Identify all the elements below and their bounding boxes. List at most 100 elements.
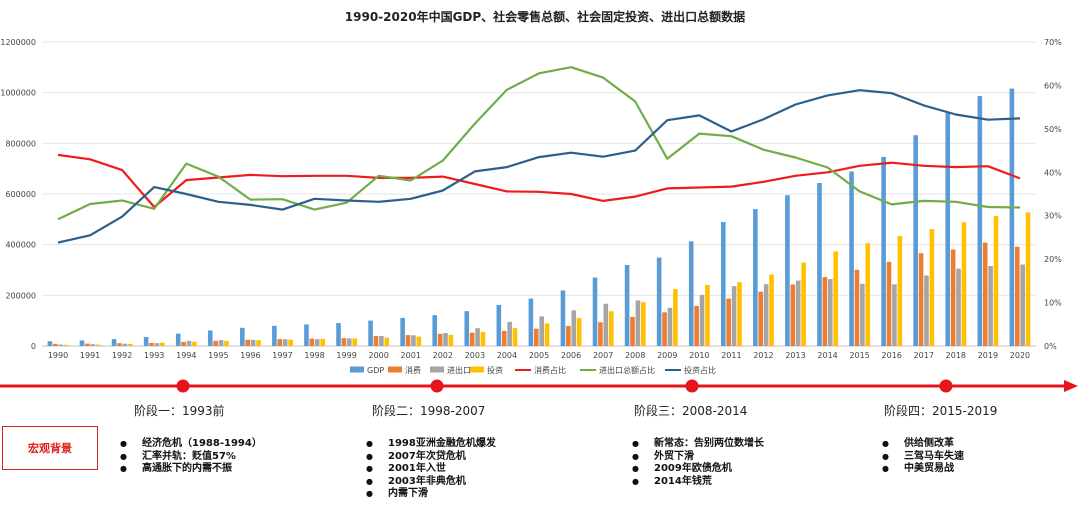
bar: [993, 215, 999, 346]
list-item: 供给侧改革: [882, 438, 964, 451]
bar: [347, 338, 352, 346]
right-tick-label: 70%: [1044, 38, 1062, 47]
list-item: 经济危机（1988-1994）: [120, 438, 262, 451]
right-tick-label: 20%: [1044, 255, 1062, 264]
bar: [860, 283, 865, 346]
x-tick-label: 1994: [176, 351, 196, 360]
left-tick-label: 200000: [5, 291, 36, 300]
bar: [699, 294, 705, 346]
bar: [673, 289, 678, 346]
list-item: 外贸下滑: [632, 451, 764, 464]
bar: [726, 298, 731, 346]
bar: [79, 340, 85, 346]
phase-3-label: 阶段三：2008-2014: [634, 404, 748, 418]
bar: [304, 324, 309, 346]
list-item: 汇率并轨：贬值57%: [120, 451, 262, 464]
x-tick-label: 2019: [978, 351, 998, 360]
bar: [603, 303, 609, 346]
bar: [769, 274, 774, 346]
bar: [272, 325, 277, 346]
bar: [411, 335, 416, 346]
bar: [924, 275, 929, 346]
bar: [977, 96, 983, 346]
x-tick-label: 2020: [1010, 351, 1030, 360]
x-tick-label: 2018: [946, 351, 966, 360]
x-tick-label: 2004: [497, 351, 517, 360]
bar: [47, 341, 53, 346]
bar: [720, 222, 726, 346]
list-item: 1998亚洲金融危机爆发: [366, 438, 496, 451]
bar: [475, 328, 480, 346]
bar: [849, 171, 854, 346]
right-tick-label: 10%: [1044, 299, 1062, 308]
bar: [256, 340, 261, 346]
list-item: 三驾马车失速: [882, 451, 964, 464]
x-tick-label: 1990: [48, 351, 68, 360]
bar: [667, 307, 673, 346]
list-item: 中美贸易战: [882, 463, 964, 476]
left-tick-label: 800000: [5, 139, 36, 148]
bar: [918, 253, 924, 346]
bar: [731, 286, 737, 346]
bar: [250, 339, 256, 346]
bar: [501, 330, 507, 346]
bar: [737, 282, 742, 346]
x-tick-label: 1991: [80, 351, 100, 360]
bar: [496, 305, 502, 346]
x-tick-label: 1997: [272, 351, 292, 360]
timeline-marker: [685, 379, 699, 393]
x-tick-label: 1995: [208, 351, 228, 360]
bar: [539, 316, 544, 346]
bar: [186, 340, 192, 346]
bar: [175, 333, 181, 346]
phase-4-label: 阶段四：2015-2019: [884, 404, 998, 418]
bar: [833, 251, 838, 346]
bar: [207, 330, 213, 346]
bar: [63, 344, 69, 346]
timeline-marker: [939, 379, 953, 393]
left-axis: 0 200000 400000 600000 800000 1000000 1200000: [0, 38, 36, 351]
phase-1-list: 经济危机（1988-1994） 汇率并轨：贬值57% 高通胀下的内需不振: [120, 438, 262, 476]
legend: GDP 消费 进出口 投资 消费占比 进出口总额占比 投资占比: [350, 365, 716, 375]
bar: [624, 265, 630, 346]
bar: [571, 310, 577, 346]
bar: [122, 343, 128, 346]
bar: [192, 341, 197, 346]
timeline: [0, 379, 1078, 393]
list-item: 2007年次贷危机: [366, 451, 496, 464]
bar: [608, 311, 614, 346]
bar: [416, 336, 422, 346]
x-tick-label: 2014: [817, 351, 837, 360]
bar: [897, 235, 903, 346]
legend-label: 进出口: [447, 365, 471, 375]
bar: [111, 339, 117, 346]
legend-swatch: [430, 366, 444, 373]
legend-swatch: [388, 366, 402, 373]
bar: [288, 339, 293, 346]
series-line: [57, 66, 1021, 221]
timeline-arrow: [1064, 380, 1078, 392]
legend-label: 投资占比: [684, 365, 716, 375]
bar: [480, 331, 486, 346]
list-item: 内需下滑: [366, 488, 496, 501]
bar: [929, 229, 935, 346]
left-tick-label: 1000000: [0, 89, 36, 98]
bar: [53, 343, 58, 346]
bar: [245, 339, 251, 346]
bar: [1025, 212, 1031, 346]
macro-background-label: 宏观背景: [28, 442, 72, 455]
list-item: 2003年非典危机: [366, 476, 496, 489]
bar: [1020, 264, 1025, 346]
list-item: 高通胀下的内需不振: [120, 463, 262, 476]
bar: [881, 156, 886, 346]
bar: [373, 336, 379, 346]
macro-background-box: 宏观背景: [2, 426, 98, 470]
bar: [154, 343, 160, 346]
bar: [448, 334, 454, 346]
right-tick-label: 40%: [1044, 168, 1062, 177]
chart-title: 1990-2020年中国GDP、社会零售总额、社会固定投资、进出口总额数据: [345, 9, 745, 24]
line-series: [57, 66, 1021, 244]
gridlines: [42, 41, 1036, 347]
bar: [143, 336, 149, 346]
bar: [309, 338, 315, 346]
